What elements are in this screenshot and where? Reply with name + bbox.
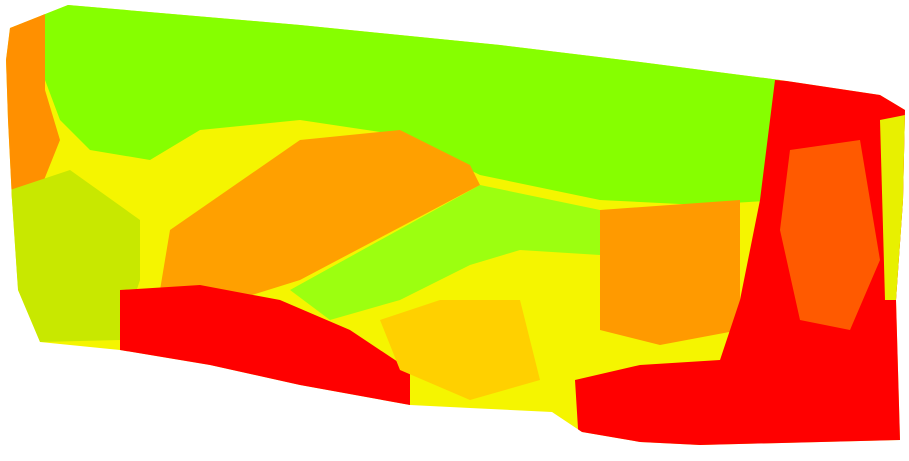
zone-low	[600, 200, 740, 345]
zone-moderate	[880, 115, 905, 300]
zone-mixed	[10, 170, 140, 342]
zone-very-low	[120, 285, 410, 410]
zone-moderate	[380, 300, 540, 400]
zone-high	[290, 185, 600, 320]
zone-low	[6, 5, 60, 200]
zone-low	[780, 140, 880, 330]
zone-low	[160, 130, 480, 305]
